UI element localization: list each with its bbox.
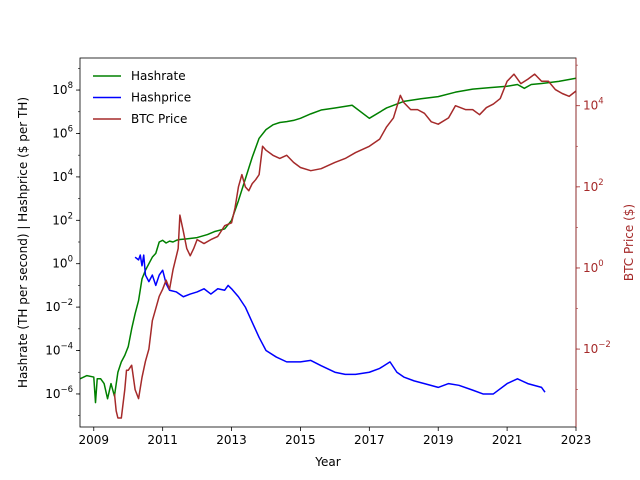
y-right-tick-label-1: 100: [583, 259, 604, 275]
x-tick-label-4: 2017: [354, 433, 385, 447]
y-left-tick-label-4: 102: [52, 211, 73, 227]
y-left-tick-label-5: 104: [52, 168, 73, 184]
x-axis-label: Year: [314, 455, 340, 469]
x-tick-label-7: 2023: [561, 433, 592, 447]
y-right-tick-label-2: 102: [583, 178, 604, 194]
y-left-tick-label-7: 108: [52, 81, 73, 97]
y-axis-left-label: Hashrate (TH per second) | Hashprice ($ …: [16, 97, 30, 388]
series-line-1: [134, 254, 546, 395]
x-tick-label-1: 2011: [147, 433, 178, 447]
y-left-tick-label-2: 10−2: [45, 298, 73, 314]
series-line-2: [113, 73, 576, 419]
x-tick-label-0: 2009: [79, 433, 110, 447]
y-left-tick-label-3: 100: [52, 255, 73, 271]
y-right-tick-label-3: 104: [583, 97, 604, 113]
legend: Hashrate Hashprice BTC Price: [93, 69, 191, 126]
axes: 2009 2011 2013 2015 2017 2019 2021 2023 10−6 10−4…: [45, 57, 611, 447]
plot-area: [80, 73, 576, 419]
series-line-0: [80, 77, 576, 404]
x-tick-label-2: 2013: [216, 433, 247, 447]
y-right-tick-label-0: 10−2: [583, 340, 611, 356]
y-left-tick-label-0: 10−6: [45, 385, 73, 401]
legend-label-2: BTC Price: [131, 112, 187, 126]
x-tick-label-3: 2015: [285, 433, 316, 447]
legend-label-1: Hashprice: [131, 91, 191, 105]
legend-label-0: Hashrate: [131, 69, 186, 83]
x-tick-label-5: 2019: [423, 433, 454, 447]
x-tick-label-6: 2021: [492, 433, 523, 447]
y-left-tick-label-1: 10−4: [45, 342, 73, 358]
y-axis-right-label: BTC Price ($): [622, 204, 636, 281]
y-left-tick-label-6: 106: [52, 124, 73, 140]
